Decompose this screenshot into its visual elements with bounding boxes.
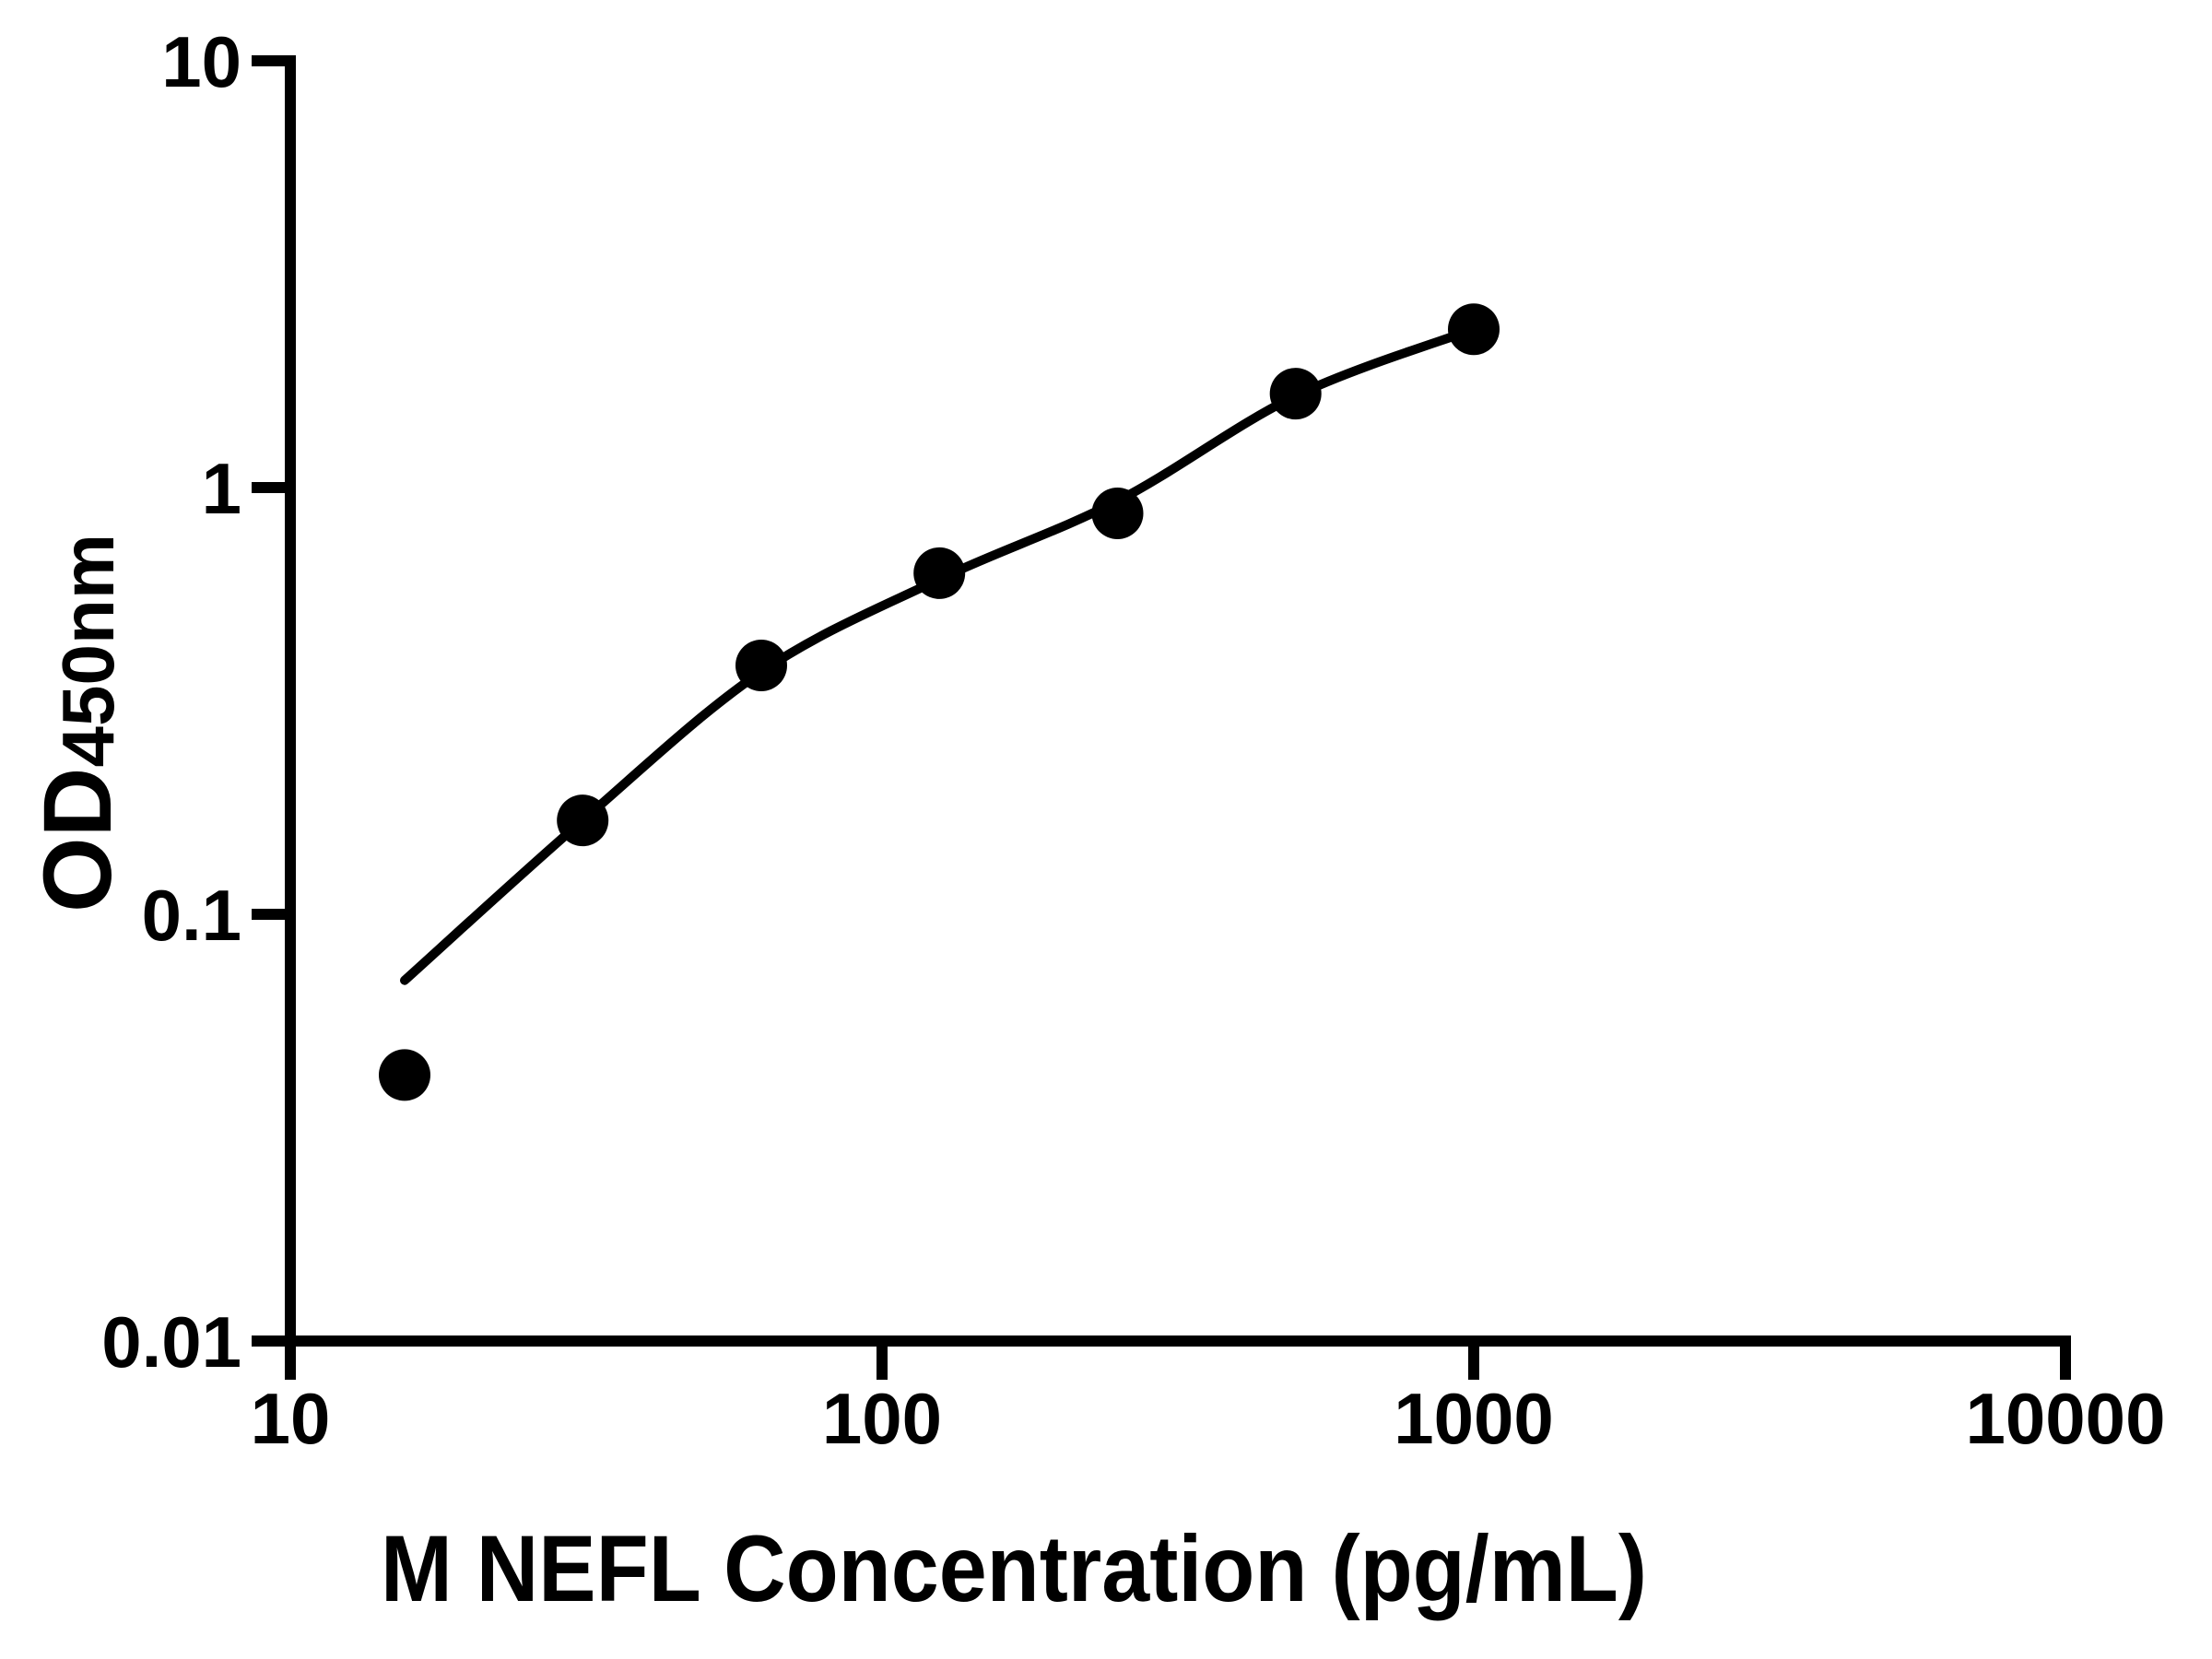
x-axis-title: M NEFL Concentration (pg/mL) <box>381 1516 1647 1621</box>
x-tick-label: 10 <box>251 1378 331 1459</box>
data-point <box>379 1049 430 1101</box>
x-tick-label: 1000 <box>1394 1378 1554 1459</box>
y-tick-label: 0.1 <box>142 875 241 956</box>
x-tick-label: 100 <box>822 1378 942 1459</box>
y-axis-title-subscript: 450nm <box>47 534 129 767</box>
data-points <box>379 303 1500 1101</box>
axes <box>252 55 2071 1380</box>
data-point <box>1091 488 1144 539</box>
data-point <box>557 794 609 847</box>
x-tick-label: 10000 <box>1966 1378 2166 1459</box>
data-point <box>1269 368 1322 420</box>
y-axis-title-main: OD <box>24 768 132 913</box>
data-point <box>735 640 787 691</box>
y-tick-label: 0.01 <box>101 1301 241 1382</box>
y-axis-title: OD450nm <box>24 534 132 912</box>
y-tick-label: 1 <box>202 448 241 529</box>
fitted-curve-line <box>400 324 1478 985</box>
data-point <box>913 547 966 599</box>
y-tick-label: 10 <box>161 21 241 102</box>
axis-spine <box>285 55 2071 1347</box>
tick-labels: 10 100 1000 10000 10 1 0.1 0.01 <box>101 21 2165 1459</box>
data-point <box>1448 303 1500 356</box>
